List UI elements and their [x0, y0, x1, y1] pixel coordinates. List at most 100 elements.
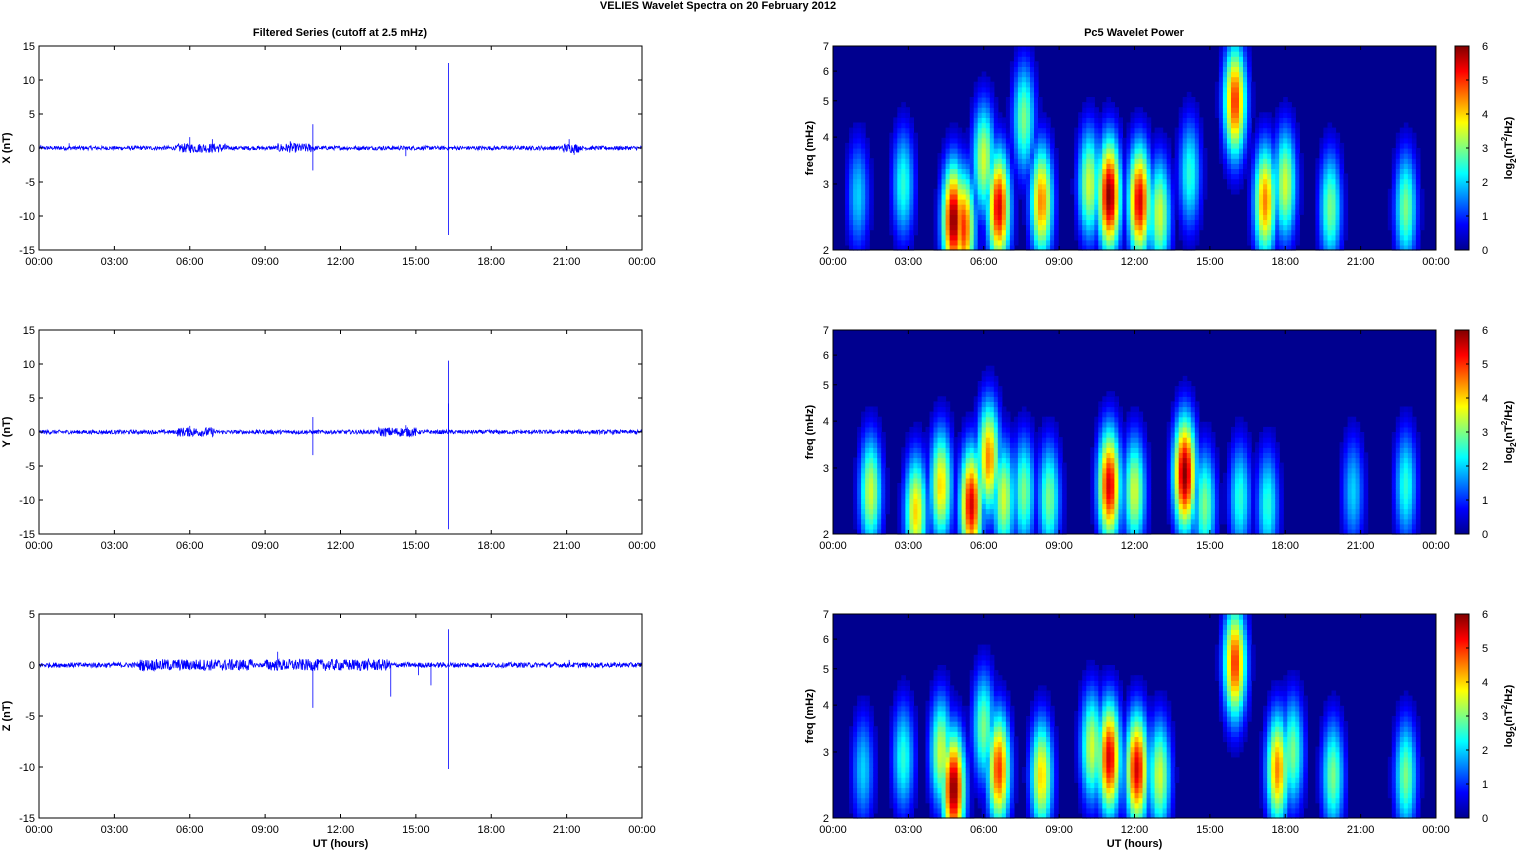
heatmap-cell — [917, 498, 922, 504]
heatmap-cell — [1098, 173, 1103, 180]
heatmap-cell — [1042, 488, 1047, 494]
heatmap-cell — [909, 122, 914, 129]
heatmap-cell — [1126, 462, 1132, 469]
heatmap-cell — [1009, 477, 1015, 484]
heatmap-cell — [1391, 199, 1397, 205]
heatmap-cell — [1231, 163, 1236, 169]
heatmap-cell — [1126, 498, 1132, 504]
heatmap-cell — [997, 508, 1003, 515]
heatmap-cell — [1046, 523, 1051, 530]
heatmap-cell — [1130, 437, 1136, 443]
heatmap-cell — [905, 137, 910, 144]
heatmap-cell — [1194, 503, 1200, 510]
heatmap-cell — [1013, 148, 1019, 154]
heatmap-cell — [1247, 239, 1252, 246]
heatmap-cell — [977, 493, 983, 499]
heatmap-cell — [1094, 488, 1099, 494]
heatmap-cell — [1170, 416, 1176, 423]
heatmap-cell — [1118, 193, 1123, 200]
heatmap-cell — [965, 173, 971, 180]
heatmap-cell — [1162, 148, 1168, 154]
heatmap-cell — [1186, 219, 1192, 226]
heatmap-cell — [1331, 204, 1337, 210]
heatmap-cell — [869, 219, 874, 226]
heatmap-cell — [1202, 163, 1208, 169]
heatmap-cell — [909, 153, 914, 159]
heatmap-cell — [869, 426, 874, 433]
heatmap-cell — [957, 462, 963, 469]
heatmap-cell — [1403, 142, 1409, 149]
heatmap-cell — [1094, 493, 1099, 499]
heatmap-cell — [1227, 122, 1232, 129]
heatmap-cell — [1287, 188, 1292, 195]
heatmap-cell — [941, 153, 947, 159]
heatmap-cell — [1222, 51, 1228, 57]
heatmap-cell — [1166, 229, 1172, 236]
heatmap-cell — [1106, 153, 1111, 159]
heatmap-cell — [1267, 132, 1272, 139]
heatmap-cell — [1291, 209, 1296, 215]
heatmap-cell — [941, 467, 947, 474]
heatmap-cell — [1038, 523, 1043, 530]
heatmap-cell — [1283, 112, 1288, 118]
heatmap-cell — [1243, 46, 1248, 52]
heatmap-cell — [981, 209, 987, 215]
heatmap-cell — [1013, 97, 1019, 103]
heatmap-cell — [993, 199, 999, 205]
heatmap-cell — [1001, 513, 1007, 520]
heatmap-cell — [1319, 199, 1324, 205]
heatmap-cell — [1009, 183, 1015, 190]
heatmap-cell — [969, 457, 975, 464]
heatmap-cell — [973, 132, 979, 139]
heatmap-cell — [909, 426, 914, 433]
heatmap-cell — [1186, 523, 1192, 530]
heatmap-cell — [1102, 112, 1107, 118]
heatmap-cell — [1026, 71, 1031, 78]
heatmap-cell — [1009, 199, 1015, 205]
heatmap-cell — [985, 523, 991, 530]
heatmap-cell — [1259, 158, 1264, 164]
heatmap-cell — [869, 183, 874, 190]
heatmap-cell — [1034, 148, 1039, 154]
heatmap-cell — [1170, 173, 1176, 180]
left-column-title: Filtered Series (cutoff at 2.5 mHz) — [253, 27, 428, 39]
heatmap-cell — [985, 483, 991, 489]
heatmap-cell — [981, 199, 987, 205]
heatmap-cell — [1202, 173, 1208, 180]
heatmap-cell — [1054, 432, 1059, 438]
heatmap-cell — [1050, 426, 1055, 433]
heatmap-cell — [877, 488, 882, 494]
heatmap-cell — [1295, 127, 1300, 134]
heatmap-cell — [1190, 239, 1196, 246]
heatmap-cell — [1034, 528, 1039, 535]
heatmap-cell — [1295, 219, 1300, 226]
heatmap-cell — [1267, 183, 1272, 190]
heatmap-cell — [1194, 199, 1200, 205]
heatmap-cell — [1034, 81, 1039, 88]
heatmap-cell — [921, 528, 926, 535]
heatmap-cell — [1017, 86, 1023, 93]
heatmap-cell — [1214, 112, 1220, 118]
heatmap-cell — [969, 209, 975, 215]
heatmap-cell — [845, 239, 850, 246]
heatmap-cell — [1106, 127, 1111, 134]
heatmap-cell — [1034, 483, 1039, 489]
heatmap-cell — [1013, 483, 1019, 489]
heatmap-cell — [1154, 188, 1160, 195]
heatmap-cell — [873, 442, 878, 448]
heatmap-cell — [1142, 224, 1148, 231]
heatmap-cell — [1026, 462, 1031, 469]
heatmap-cell — [1118, 493, 1123, 499]
heatmap-cell — [981, 132, 987, 139]
heatmap-cell — [1198, 178, 1204, 185]
heatmap-cell — [1030, 112, 1035, 118]
heatmap-cell — [1013, 91, 1019, 98]
heatmap-cell — [1082, 193, 1087, 200]
heatmap-cell — [1259, 148, 1264, 154]
heatmap-cell — [945, 234, 951, 241]
heatmap-cell — [1098, 508, 1103, 515]
heatmap-cell — [1190, 168, 1196, 175]
heatmap-cell — [1190, 421, 1196, 428]
heatmap-cell — [1186, 488, 1192, 494]
heatmap-cell — [1030, 66, 1035, 73]
